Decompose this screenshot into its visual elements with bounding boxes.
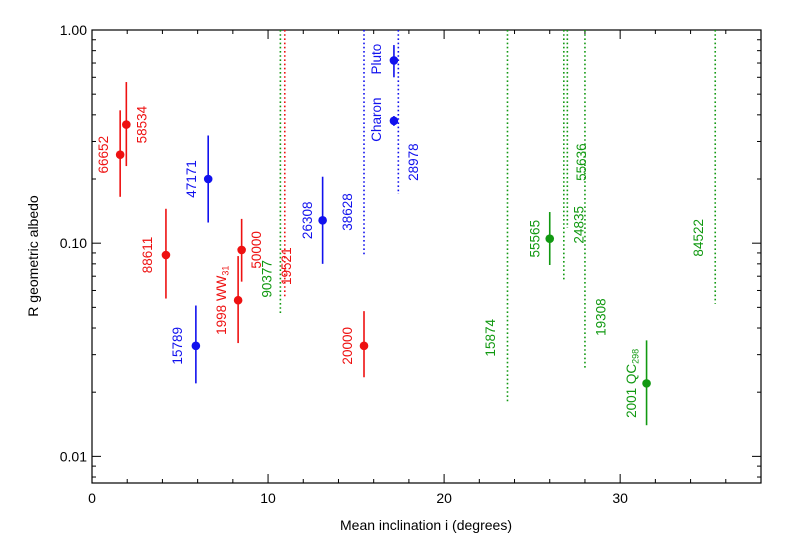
data-point <box>642 379 651 388</box>
y-tick-label: 0.01 <box>60 448 87 464</box>
object-label: 19521 <box>279 247 294 285</box>
object-labels: 66652 58534 88611 47171 15789 1998 WW31 50000 2… <box>96 44 706 418</box>
object-label: 58534 <box>135 105 150 143</box>
data-point <box>359 341 369 351</box>
axis-ticks <box>91 29 762 483</box>
data-point <box>115 150 125 160</box>
object-label: 47171 <box>184 160 199 198</box>
data-point <box>389 56 399 65</box>
data-points <box>115 45 651 426</box>
object-label: 26308 <box>300 202 315 240</box>
data-point <box>237 245 246 255</box>
object-label-subscript: 298 <box>631 349 641 364</box>
object-label: 24835 <box>571 206 586 244</box>
data-point <box>191 341 201 351</box>
object-label: 84522 <box>691 219 706 257</box>
y-tick-label: 0.10 <box>60 235 87 251</box>
y-tick-label: 1.00 <box>60 22 87 38</box>
object-label: 2001 QC298 <box>624 349 641 418</box>
data-point <box>122 120 131 129</box>
object-label: Pluto <box>369 44 384 75</box>
object-label: 88611 <box>140 237 155 274</box>
data-point <box>389 116 399 126</box>
x-tick-label: 30 <box>612 490 628 506</box>
object-label: 15874 <box>483 319 498 357</box>
upper-limit-lines <box>279 30 717 402</box>
data-point <box>233 295 243 305</box>
object-label: 20000 <box>340 327 355 365</box>
data-point <box>318 216 327 225</box>
object-label: 1998 WW31 <box>214 266 231 335</box>
data-point <box>161 250 171 260</box>
object-label: Charon <box>369 97 384 141</box>
plot-frame <box>91 29 762 484</box>
y-axis-label: R geometric albedo <box>25 195 41 317</box>
data-point <box>545 234 555 243</box>
x-tick-label: 0 <box>88 490 96 506</box>
data-point <box>203 174 213 184</box>
x-axis-label: Mean inclination i (degrees) <box>340 517 512 533</box>
object-label: 50000 <box>249 231 264 269</box>
tick-labels: 0 10 20 30 0.01 0.10 1.00 <box>60 22 628 506</box>
object-label: 28978 <box>406 143 421 181</box>
object-label: 19308 <box>593 298 608 336</box>
object-label: 55636 <box>574 143 589 181</box>
object-label: 55565 <box>527 220 542 258</box>
object-label: 90377 <box>260 260 275 298</box>
x-tick-label: 10 <box>260 490 276 506</box>
object-label: 66652 <box>96 136 111 174</box>
object-label: 15789 <box>170 327 185 365</box>
object-label-subscript: 31 <box>221 266 231 276</box>
x-tick-label: 20 <box>436 490 452 506</box>
object-label: 38628 <box>340 193 355 231</box>
